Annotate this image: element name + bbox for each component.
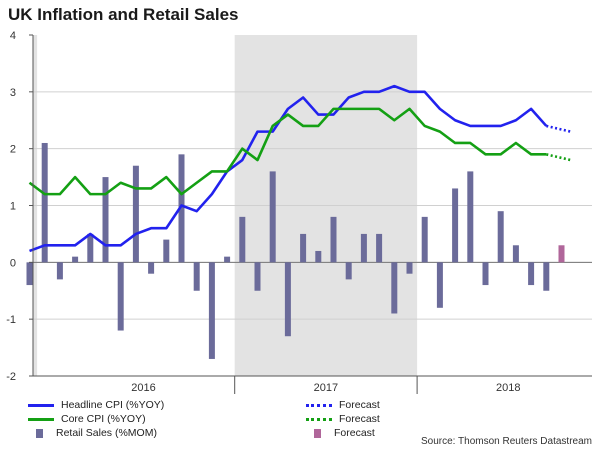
source-note: Source: Thomson Reuters Datastream xyxy=(420,436,592,447)
retail-sales-bar xyxy=(87,233,94,263)
legend-core-forecast-label: Forecast xyxy=(339,413,380,425)
retail-sales-bar xyxy=(528,262,535,286)
retail-sales-bar xyxy=(330,216,337,263)
legend-headline-cpi: Headline CPI (%YOY) xyxy=(28,398,164,412)
retail-forecast-swatch xyxy=(314,428,321,438)
x-year-label: 2016 xyxy=(131,382,155,394)
retail-sales-bar xyxy=(284,262,291,337)
retail-sales-bar xyxy=(178,154,185,263)
retail-sales-bar xyxy=(72,256,79,263)
retail-sales-bar xyxy=(360,233,367,263)
legend-retail-sales-label: Retail Sales (%MOM) xyxy=(56,427,157,439)
headline-forecast-swatch xyxy=(306,403,332,407)
retail-sales-bar xyxy=(467,171,474,263)
retail-sales-bar xyxy=(315,250,322,263)
retail-sales-bar xyxy=(391,262,398,314)
retail-sales-bar xyxy=(193,262,200,291)
retail-sales-bar xyxy=(497,211,504,263)
headline-cpi-swatch xyxy=(28,403,54,407)
retail-sales-bar xyxy=(117,262,124,331)
retail-sales-bar xyxy=(452,188,459,263)
y-tick-label: -2 xyxy=(6,371,16,383)
legend-core-cpi-label: Core CPI (%YOY) xyxy=(61,413,146,425)
retail-sales-bar xyxy=(26,262,33,286)
y-tick-label: 0 xyxy=(10,257,16,269)
x-year-label: 2018 xyxy=(496,382,520,394)
retail-sales-bar xyxy=(254,262,261,291)
chart-title: UK Inflation and Retail Sales xyxy=(8,5,239,24)
y-tick-label: 4 xyxy=(10,30,16,42)
retail-sales-bar xyxy=(56,262,63,280)
legend-core-forecast: Forecast xyxy=(306,412,380,426)
core-cpi-line xyxy=(28,107,547,196)
headline-cpi-forecast-line xyxy=(546,124,571,133)
retail-sales-bar xyxy=(345,262,352,280)
headline-cpi-line xyxy=(29,84,548,253)
retail-sales-bar xyxy=(376,233,383,263)
retail-sales-bars xyxy=(26,142,565,359)
retail-sales-bar xyxy=(148,262,155,274)
core-cpi-forecast-line xyxy=(546,153,571,162)
legend-retail-forecast-label: Forecast xyxy=(334,427,375,439)
retail-sales-bar xyxy=(224,256,231,263)
y-tick-label: 2 xyxy=(10,144,16,156)
y-tick-label: 1 xyxy=(10,201,16,213)
retail-sales-bar xyxy=(163,239,170,263)
core-forecast-swatch xyxy=(306,417,332,421)
cpi-lines xyxy=(28,84,571,253)
retail-sales-bar xyxy=(208,262,215,359)
retail-sales-bar xyxy=(102,177,109,263)
retail-sales-bar xyxy=(269,171,276,263)
retail-sales-bar xyxy=(482,262,489,286)
legend-right: Forecast Forecast Forecast xyxy=(306,398,380,440)
retail-sales-bar xyxy=(41,142,48,263)
legend-headline-forecast: Forecast xyxy=(306,398,380,412)
legend-retail-sales: Retail Sales (%MOM) xyxy=(28,426,164,440)
axes: 4 3 2 1 0 -1 -2 2016 2017 2018 xyxy=(6,30,592,394)
x-year-label: 2017 xyxy=(314,382,338,394)
y-tick-label: -1 xyxy=(6,314,16,326)
retail-sales-bar xyxy=(406,262,413,274)
legend-left: Headline CPI (%YOY) Core CPI (%YOY) Reta… xyxy=(28,398,164,440)
y-tick-label: 3 xyxy=(10,87,16,99)
retail-sales-bar xyxy=(239,216,246,263)
retail-sales-bar xyxy=(421,216,428,263)
legend-headline-cpi-label: Headline CPI (%YOY) xyxy=(61,399,165,411)
legend-core-cpi: Core CPI (%YOY) xyxy=(28,412,164,426)
retail-sales-bar xyxy=(132,165,139,263)
core-cpi-swatch xyxy=(28,417,54,421)
retail-sales-bar xyxy=(512,245,519,263)
retail-sales-forecast-bar xyxy=(558,245,565,263)
retail-sales-swatch xyxy=(36,428,43,438)
retail-sales-bar xyxy=(543,262,550,291)
retail-sales-bar xyxy=(436,262,443,308)
legend-headline-forecast-label: Forecast xyxy=(339,399,380,411)
retail-sales-bar xyxy=(300,233,307,263)
legend-retail-forecast: Forecast xyxy=(306,426,380,440)
